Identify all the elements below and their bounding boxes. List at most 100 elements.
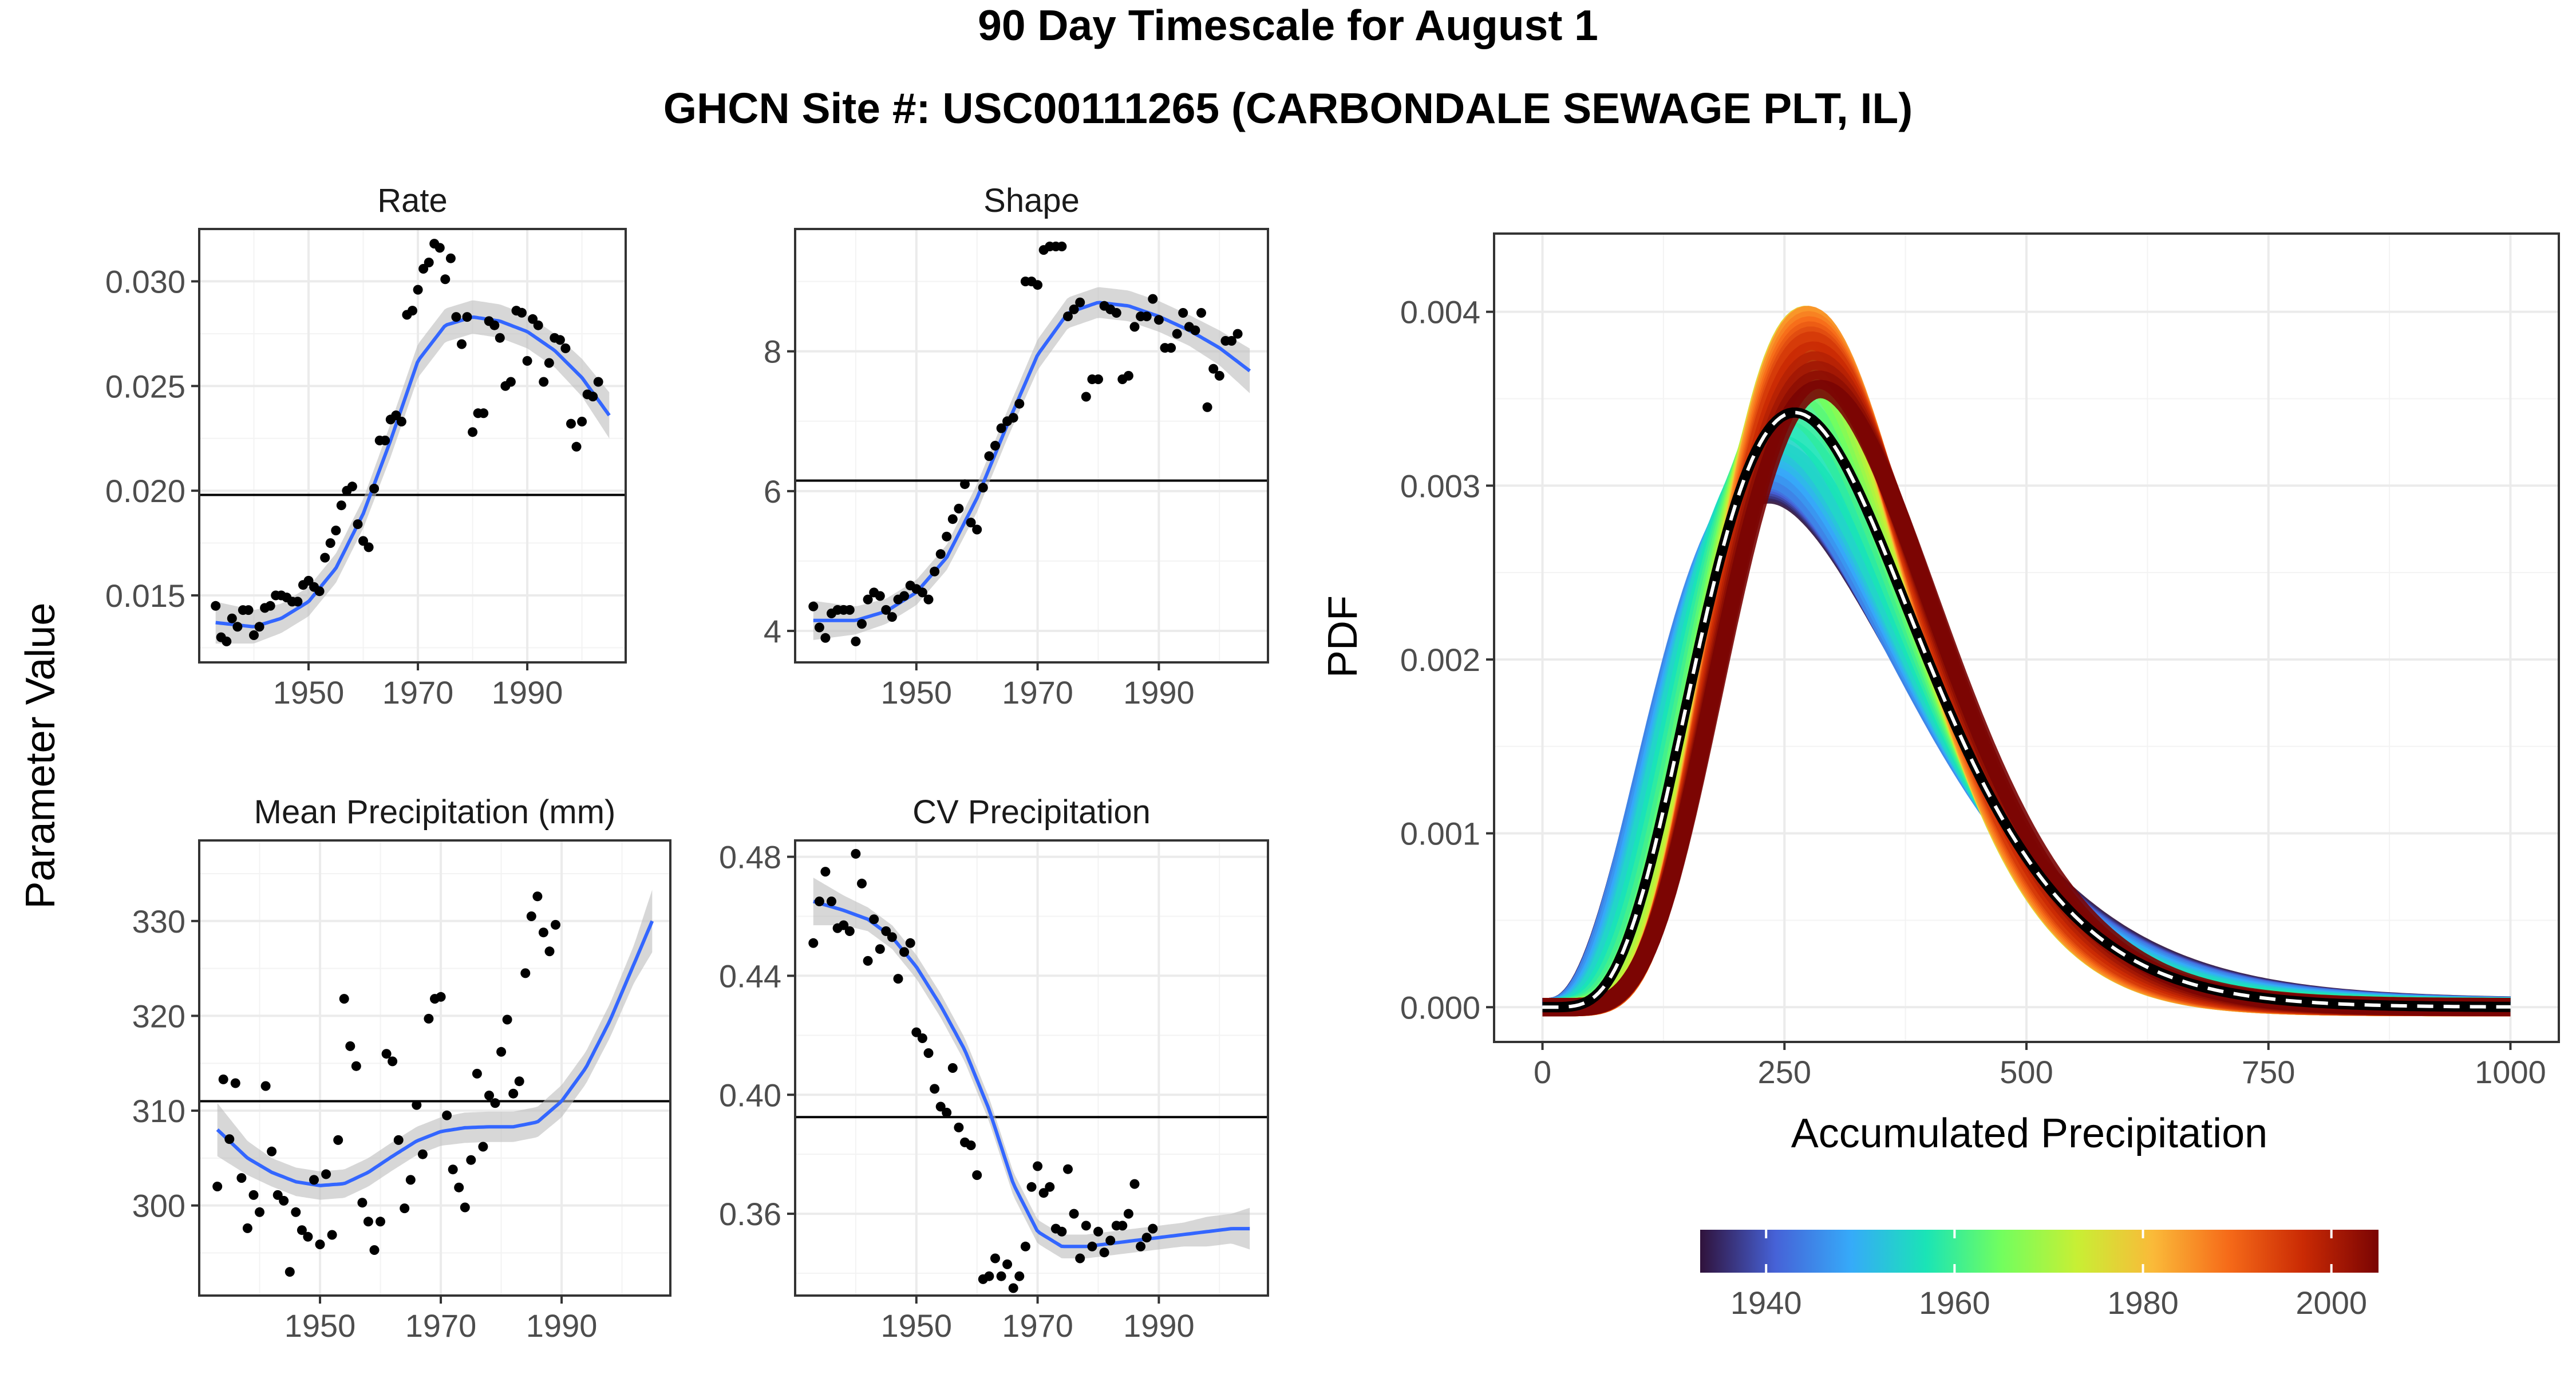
rate-y-tick-label: 0.030 [105,263,185,299]
cv-precipitation-data-point [972,1170,982,1180]
shape-data-point [1129,322,1140,332]
cv-precipitation-data-point [844,926,855,936]
cv-precipitation-data-point [1129,1179,1140,1189]
shape-data-point [1227,335,1236,346]
mean-precipitation-data-point [267,1146,277,1156]
mean-precipitation-data-point [381,1049,392,1059]
shape-data-point [1178,308,1188,318]
mean-precipitation-data-point [454,1182,464,1193]
panel-shape: Shape 1950 1970 1990 4 6 8 [764,182,1269,710]
cv-precipitation-data-point [863,956,873,966]
mean-precipitation-data-point [236,1173,247,1183]
mean-precipitation-data-point [544,946,555,957]
rate-data-point [505,377,516,387]
shape-data-point [960,479,970,489]
rate-data-point [293,597,303,607]
cv-precipitation-data-point [966,1140,976,1151]
rate-trend-line [215,315,611,629]
mean-precipitation-data-point [502,1014,512,1025]
cv-precipitation-data-point [917,1033,927,1043]
rate-data-point [434,243,445,253]
cv-precipitation-data-point [1038,1188,1049,1198]
cv-precipitation-data-point [1014,1271,1025,1281]
rate-data-point [314,586,325,597]
rate-y-tick-label: 0.015 [105,578,185,614]
shape-data-point [899,591,910,601]
rate-data-point [243,605,254,615]
rate-data-point [391,410,401,420]
mean-precipitation-data-point [351,1061,361,1071]
mean-precipitation-data-point [376,1217,385,1227]
shape-x-tick-label: 1970 [1002,674,1073,710]
shape-data-point [875,591,885,601]
rate-data-point [522,356,532,366]
rate-data-point [462,312,472,322]
mean-precipitation-data-point [424,1013,434,1024]
shape-data-point [990,441,1000,451]
cv-precipitation-y-tick-label: 0.36 [719,1196,781,1232]
colorbar-tick-label: 1960 [1919,1285,1990,1321]
mean-precipitation-data-point [333,1135,343,1145]
rate-data-point [408,306,417,316]
mean-precipitation-data-point [514,1076,524,1087]
cv-precipitation-data-point [954,1122,964,1132]
cv-precipitation-data-point [875,944,885,954]
cv-precipitation-data-point [990,1253,1000,1264]
shape-x-tick-label: 1990 [1123,674,1195,710]
rate-data-point [222,636,232,646]
colorbar-tick-label: 1980 [2107,1285,2179,1321]
shape-data-point [978,483,988,493]
rate-data-point [479,408,489,418]
cv-precipitation-data-point [1081,1221,1091,1231]
panel-rate-plot: 1950 1970 1990 0.015 0.020 0.025 0.030 [105,228,627,710]
shape-data-point [1166,343,1176,353]
mean-precipitation-data-point [297,1225,307,1235]
pdf-y-tick-label: 0.002 [1400,642,1480,678]
mean-precipitation-data-point [309,1175,319,1185]
panel-pdf: 0 250 500 750 10000.0000.0010.0020.0030.004 … [1320,232,2560,1156]
rate-data-point [265,601,275,611]
cv-precipitation-y-tick-label: 0.48 [719,839,781,875]
shape-data-point [887,612,897,622]
shape-data-point [1093,374,1103,384]
shape-data-point [814,622,824,633]
cv-precipitation-y-tick-label: 0.40 [719,1077,781,1113]
shape-data-point [947,514,958,524]
pdf-x-tick-label: 750 [2242,1054,2295,1090]
rate-data-point [418,264,429,274]
shape-data-point [844,605,855,615]
shape-data-point [1148,294,1158,304]
cv-precipitation-data-point [1033,1161,1043,1171]
cv-precipitation-data-point [1093,1226,1103,1237]
rate-data-point [571,441,582,452]
shape-data-point [808,601,819,611]
pdf-x-axis-title: Accumulated Precipitation [1791,1111,2267,1156]
colorbar: 1940 1960 1980 2000 [1700,1230,2379,1321]
rate-data-point [227,613,237,623]
cv-precipitation-data-point [1002,1259,1013,1269]
cv-precipitation-data-point [827,897,836,906]
rate-data-point [457,339,467,349]
cv-precipitation-data-point [1105,1235,1116,1246]
panel-cv-precipitation-plot: 1950 1970 1990 0.36 0.40 0.44 0.48 [719,839,1269,1344]
rate-data-point [539,377,549,387]
shape-data-point [863,594,873,605]
shape-data-point [1008,413,1018,423]
rate-x-tick-label: 1990 [492,674,563,710]
rate-data-point [566,418,576,429]
rate-x-tick-label: 1970 [382,674,454,710]
cv-precipitation-data-point [923,1048,934,1058]
pdf-y-tick-label: 0.004 [1400,294,1480,330]
mean-precipitation-data-point [466,1155,476,1165]
figure-title-line2: GHCN Site #: USC00111265 (CARBONDALE SEW… [663,84,1913,132]
cv-precipitation-x-tick-label: 1970 [1002,1308,1073,1344]
cv-precipitation-data-point [984,1271,994,1281]
shape-x-tick-label: 1950 [881,674,953,710]
shape-data-point [1202,402,1212,412]
cv-precipitation-data-point [899,947,910,957]
panel-pdf-plot: 0 250 500 750 1000 0.000 0.001 0.002 0.003 0.004 [1400,232,2560,1090]
mean-precipitation-data-point [520,968,531,978]
rate-data-point [380,435,390,445]
mean-precipitation-data-point [279,1195,289,1206]
rate-y-tick-label: 0.025 [105,368,185,404]
